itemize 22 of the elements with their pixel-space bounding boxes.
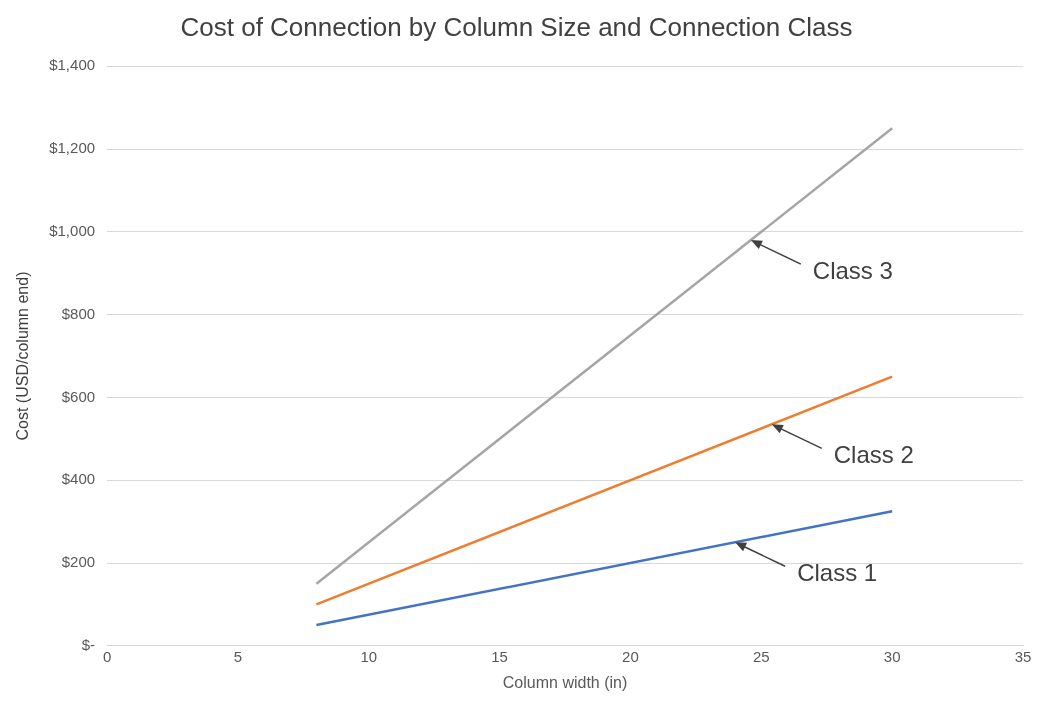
annotation: Class 2 — [833, 440, 914, 468]
annotation: Class 3 — [812, 256, 893, 284]
x-tick-label: 25 — [752, 647, 770, 665]
y-tick-label: $800 — [61, 304, 96, 322]
x-tick-label: 5 — [233, 647, 243, 665]
y-tick-label: $1,400 — [49, 56, 96, 74]
y-tick-label: $1,200 — [49, 139, 96, 157]
annotation: Class 1 — [797, 558, 878, 586]
x-tick-label: 20 — [622, 647, 639, 665]
y-axis-title: Cost (USD/column end) — [14, 271, 32, 441]
y-tick-label: $1,000 — [49, 221, 96, 239]
x-tick-label: 30 — [883, 647, 901, 665]
y-tick-label: $200 — [61, 553, 96, 571]
x-tick-label: 10 — [360, 647, 378, 665]
y-tick-label: $- — [81, 635, 96, 653]
x-tick-label: 15 — [491, 647, 508, 665]
x-axis-title: Column width (in) — [502, 673, 628, 691]
chart-title: Cost of Connection by Column Size and Connection Class — [180, 11, 853, 42]
x-tick-label: 0 — [102, 647, 112, 665]
y-tick-label: $600 — [61, 387, 96, 405]
x-tick-label: 35 — [1014, 647, 1032, 665]
y-tick-label: $400 — [61, 470, 96, 488]
